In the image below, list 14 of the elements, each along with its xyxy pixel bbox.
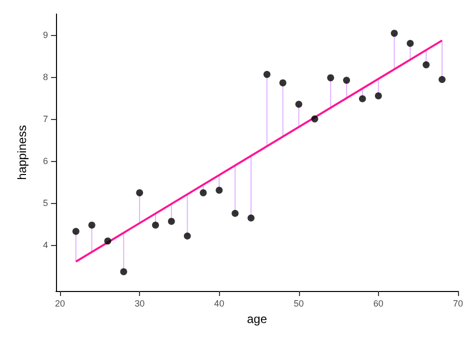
y-tick-label: 8 bbox=[42, 72, 48, 82]
y-tick-label: 4 bbox=[42, 240, 48, 250]
x-tick-label: 60 bbox=[373, 298, 384, 308]
x-tick-label: 70 bbox=[452, 298, 463, 308]
x-tick-label: 20 bbox=[54, 298, 65, 308]
x-tick-label: 40 bbox=[214, 298, 224, 308]
y-tick-label: 6 bbox=[42, 156, 48, 166]
x-axis-title: age bbox=[246, 312, 268, 326]
x-tick-label: 30 bbox=[134, 298, 145, 308]
y-axis-title: happiness bbox=[15, 125, 29, 180]
y-tick-label: 9 bbox=[42, 30, 48, 40]
y-tick-label: 5 bbox=[42, 198, 48, 208]
y-tick-label: 7 bbox=[42, 114, 48, 124]
x-tick-label: 50 bbox=[294, 298, 304, 308]
